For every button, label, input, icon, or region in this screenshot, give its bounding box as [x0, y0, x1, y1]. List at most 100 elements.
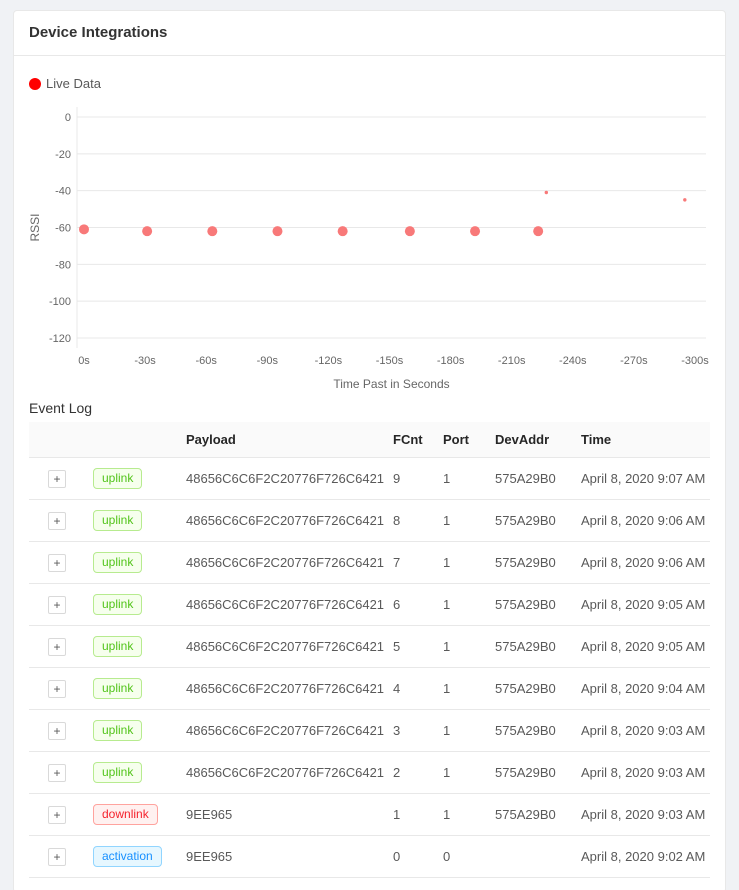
payload-cell: 9EE965	[178, 793, 385, 836]
legend-color-dot-icon	[29, 77, 41, 90]
fcnt-cell: 5	[385, 625, 435, 668]
event-type-badge-uplink: uplink	[93, 636, 143, 657]
x-axis-title: Time Past in Seconds	[333, 377, 449, 391]
devaddr-cell: 575A29B0	[487, 793, 573, 836]
time-cell: April 8, 2020 9:04 AM	[573, 667, 710, 710]
time-cell: April 8, 2020 9:07 AM	[573, 457, 710, 500]
table-row: + uplink 48656C6C6F2C20776F726C6421 4 1 575A2…	[29, 667, 710, 710]
event-type-badge-downlink: downlink	[93, 804, 158, 825]
time-cell: April 8, 2020 9:02 AM	[573, 835, 710, 878]
expand-row-button[interactable]: +	[48, 805, 66, 824]
x-tick-label: -90s	[257, 355, 279, 367]
devaddr-cell: 575A29B0	[487, 583, 573, 626]
chart-legend-item[interactable]: Live Data	[29, 76, 710, 91]
table-row: + activation 9EE965 0 0 April 8, 2020 9:02 AM	[29, 835, 710, 878]
y-tick-label: -20	[55, 149, 71, 161]
y-tick-label: -60	[55, 223, 71, 235]
fcnt-cell: 4	[385, 667, 435, 710]
column-header-fcnt: FCnt	[385, 422, 435, 458]
event-type-badge-uplink: uplink	[93, 594, 143, 615]
expand-row-button[interactable]: +	[48, 679, 66, 698]
time-cell: April 8, 2020 9:03 AM	[573, 793, 710, 836]
x-tick-label: -150s	[376, 355, 404, 367]
fcnt-cell: 8	[385, 499, 435, 542]
x-tick-label: -210s	[498, 355, 526, 367]
expand-row-button[interactable]: +	[48, 595, 66, 614]
data-point	[544, 190, 549, 195]
time-cell: April 8, 2020 9:06 AM	[573, 541, 710, 584]
fcnt-cell: 2	[385, 751, 435, 794]
table-row: + uplink 48656C6C6F2C20776F726C6421 5 1 575A2…	[29, 625, 710, 668]
column-header-devaddr: DevAddr	[487, 422, 573, 458]
event-type-badge-uplink: uplink	[93, 552, 143, 573]
chart-canvas: 0 -20 -40 -60 -80 -100 -120 0s -30s -60s -90s -120s…	[29, 107, 709, 391]
data-point	[79, 224, 89, 235]
table-row: + uplink 48656C6C6F2C20776F726C6421 6 1 575A2…	[29, 583, 710, 626]
expand-row-button[interactable]: +	[48, 511, 66, 530]
event-log-table: Payload FCnt Port DevAddr Time + uplink 48656C…	[29, 422, 710, 878]
table-row: + uplink 48656C6C6F2C20776F726C6421 9 1 575A2…	[29, 457, 710, 500]
x-tick-label: -180s	[437, 355, 465, 367]
data-point	[337, 226, 348, 237]
data-point	[142, 226, 153, 237]
y-tick-label: 0	[65, 112, 71, 124]
payload-cell: 9EE965	[178, 835, 385, 878]
table-row: + uplink 48656C6C6F2C20776F726C6421 3 1 575A2…	[29, 709, 710, 752]
column-header-empty	[85, 422, 178, 458]
y-axis-title: RSSI	[29, 213, 42, 241]
y-tick-label: -40	[55, 186, 71, 198]
port-cell: 0	[435, 835, 487, 878]
payload-cell: 48656C6C6F2C20776F726C6421	[178, 751, 385, 794]
port-cell: 1	[435, 541, 487, 584]
event-type-badge-activation: activation	[93, 846, 162, 867]
port-cell: 1	[435, 751, 487, 794]
fcnt-cell: 3	[385, 709, 435, 752]
column-header-payload: Payload	[178, 422, 385, 458]
fcnt-cell: 7	[385, 541, 435, 584]
device-integrations-card: Device Integrations Live Data 0 -20 -40 -60…	[13, 10, 726, 890]
time-cell: April 8, 2020 9:03 AM	[573, 751, 710, 794]
y-tick-label: -80	[55, 259, 71, 271]
payload-cell: 48656C6C6F2C20776F726C6421	[178, 583, 385, 626]
expand-row-button[interactable]: +	[48, 847, 66, 866]
time-cell: April 8, 2020 9:06 AM	[573, 499, 710, 542]
devaddr-cell: 575A29B0	[487, 751, 573, 794]
card-header: Device Integrations	[14, 11, 725, 56]
event-type-badge-uplink: uplink	[93, 468, 143, 489]
port-cell: 1	[435, 457, 487, 500]
table-row: + downlink 9EE965 1 1 575A29B0 April 8, 2020 9…	[29, 793, 710, 836]
devaddr-cell: 575A29B0	[487, 457, 573, 500]
table-row: + uplink 48656C6C6F2C20776F726C6421 8 1 575A2…	[29, 499, 710, 542]
expand-row-button[interactable]: +	[48, 763, 66, 782]
y-tick-label: -100	[49, 296, 71, 308]
x-tick-label: -300s	[681, 355, 709, 367]
payload-cell: 48656C6C6F2C20776F726C6421	[178, 625, 385, 668]
payload-cell: 48656C6C6F2C20776F726C6421	[178, 499, 385, 542]
table-row: + uplink 48656C6C6F2C20776F726C6421 2 1 575A2…	[29, 751, 710, 794]
x-tick-label: -30s	[134, 355, 156, 367]
x-tick-label: -270s	[620, 355, 648, 367]
column-header-empty	[29, 422, 85, 458]
time-cell: April 8, 2020 9:03 AM	[573, 709, 710, 752]
data-point	[272, 226, 283, 237]
payload-cell: 48656C6C6F2C20776F726C6421	[178, 541, 385, 584]
payload-cell: 48656C6C6F2C20776F726C6421	[178, 667, 385, 710]
devaddr-cell: 575A29B0	[487, 667, 573, 710]
expand-row-button[interactable]: +	[48, 469, 66, 488]
payload-cell: 48656C6C6F2C20776F726C6421	[178, 457, 385, 500]
data-point	[683, 198, 687, 202]
payload-cell: 48656C6C6F2C20776F726C6421	[178, 709, 385, 752]
port-cell: 1	[435, 793, 487, 836]
devaddr-cell: 575A29B0	[487, 541, 573, 584]
devaddr-cell: 575A29B0	[487, 499, 573, 542]
expand-row-button[interactable]: +	[48, 637, 66, 656]
expand-row-button[interactable]: +	[48, 721, 66, 740]
fcnt-cell: 6	[385, 583, 435, 626]
column-header-port: Port	[435, 422, 487, 458]
event-log-title: Event Log	[29, 400, 93, 416]
expand-row-button[interactable]: +	[48, 553, 66, 572]
port-cell: 1	[435, 709, 487, 752]
fcnt-cell: 1	[385, 793, 435, 836]
port-cell: 1	[435, 583, 487, 626]
